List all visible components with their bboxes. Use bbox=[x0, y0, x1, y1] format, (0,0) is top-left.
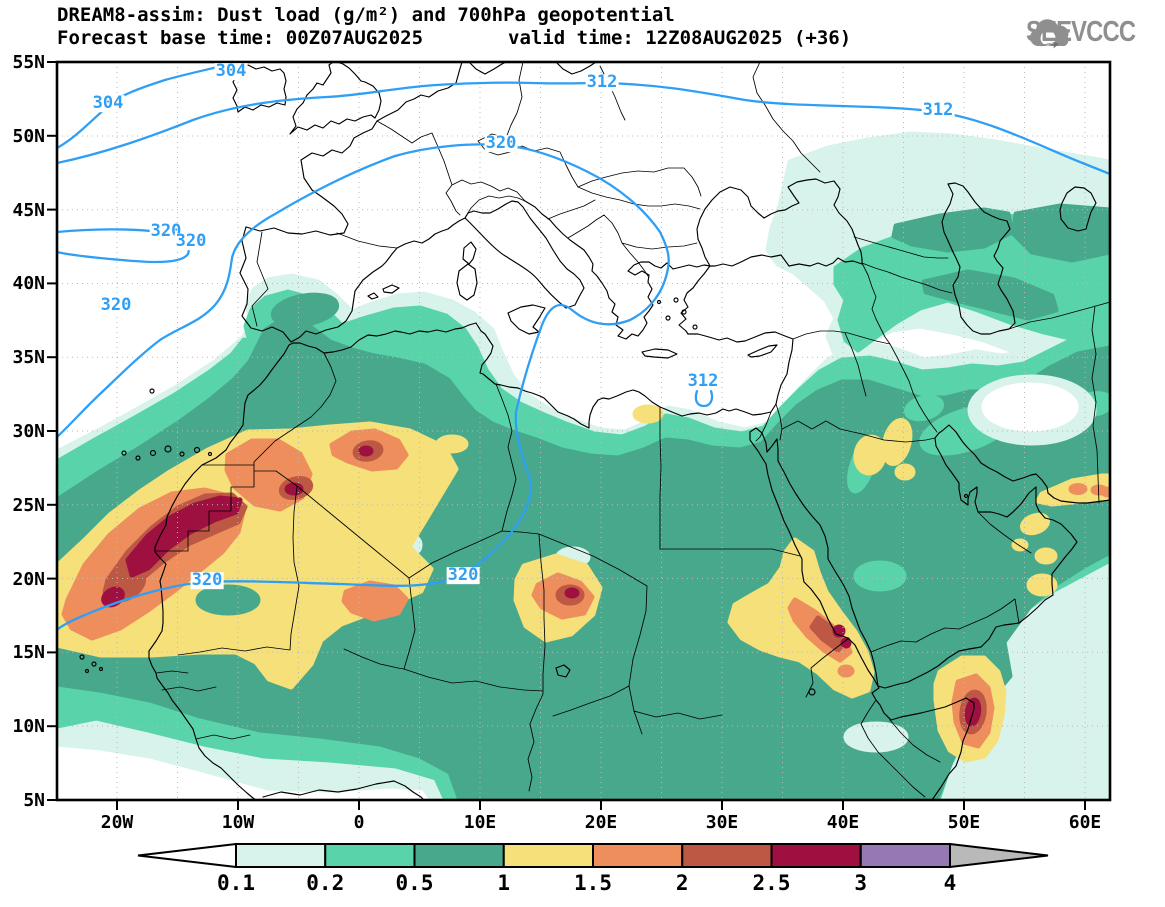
colorbar bbox=[137, 842, 1049, 869]
geopotential-contour-label: 320 bbox=[446, 565, 480, 586]
colorbar-tick-label: 1 bbox=[497, 871, 511, 895]
lon-tick-label: 20E bbox=[584, 812, 618, 833]
geopotential-contours bbox=[57, 62, 1110, 632]
lat-tick-label: 5N bbox=[23, 790, 45, 811]
colorbar-segment bbox=[502, 843, 594, 868]
lon-tick-label: 10E bbox=[463, 812, 497, 833]
lon-tick-label: 10W bbox=[221, 812, 255, 833]
geopotential-contour-label: 320 bbox=[484, 133, 518, 154]
colorbar-under-arrow bbox=[137, 842, 237, 869]
graticule bbox=[57, 62, 1110, 800]
dust-shading-layer bbox=[57, 131, 1110, 800]
geopotential-contour-label: 312 bbox=[585, 72, 619, 93]
lat-tick-label: 45N bbox=[12, 199, 45, 221]
geopotential-contour-label: 304 bbox=[91, 93, 125, 114]
colorbar-segment bbox=[859, 843, 951, 868]
colorbar-tick-label: 4 bbox=[943, 871, 957, 895]
lon-tick-label: 0 bbox=[353, 812, 365, 833]
colorbar-segment bbox=[681, 843, 773, 868]
colorbar-over-arrow bbox=[949, 842, 1049, 869]
colorbar-segment bbox=[324, 843, 416, 868]
colorbar-tick-label: 0.2 bbox=[306, 871, 345, 895]
colorbar-segment bbox=[235, 843, 327, 868]
lat-tick-label: 30N bbox=[12, 421, 45, 442]
colorbar-segment bbox=[413, 843, 505, 868]
lat-tick-label: 10N bbox=[12, 716, 45, 738]
lon-tick-label: 40E bbox=[826, 812, 860, 833]
lon-tick-label: 60E bbox=[1068, 812, 1102, 833]
lat-tick-label: 50N bbox=[12, 125, 45, 147]
colorbar-tick-label: 2.5 bbox=[752, 871, 791, 895]
colorbar-segment bbox=[592, 843, 684, 868]
forecast-base-time: Forecast base time: 00Z07AUG2025 bbox=[57, 27, 424, 49]
geopotential-contour-label: 320 bbox=[99, 295, 133, 316]
islands bbox=[79, 297, 969, 696]
colorbar-tick-label: 0.5 bbox=[395, 871, 434, 895]
geopotential-contour-label: 320 bbox=[149, 221, 183, 242]
seevccc-logo: SEEVCCC bbox=[1026, 16, 1159, 49]
lat-tick-label: 40N bbox=[12, 273, 45, 295]
colorbar-tick-label: 0.1 bbox=[217, 871, 255, 895]
geopotential-contour-label: 320 bbox=[190, 570, 224, 591]
lat-tick-label: 25N bbox=[12, 494, 45, 516]
axis-ticks bbox=[47, 61, 1086, 810]
cloud-icon bbox=[1029, 19, 1069, 49]
colorbar-tick-label: 2 bbox=[675, 871, 689, 895]
logo-text: SEEVCCC bbox=[1025, 16, 1136, 48]
chart-title: DREAM8-assim: Dust load (g/m²) and 700hP… bbox=[57, 4, 675, 26]
geopotential-contour-label: 320 bbox=[174, 231, 208, 252]
coastlines bbox=[79, 62, 1110, 800]
valid-time: valid time: 12Z08AUG2025 (+36) bbox=[508, 27, 852, 49]
lon-tick-label: 50E bbox=[947, 812, 981, 833]
geopotential-contour-label: 304 bbox=[214, 61, 248, 82]
lon-tick-label: 30E bbox=[705, 812, 739, 833]
lon-tick-label: 20W bbox=[100, 812, 134, 833]
country-borders bbox=[155, 62, 1110, 798]
lat-tick-label: 15N bbox=[12, 642, 45, 664]
lat-tick-label: 55N bbox=[12, 52, 45, 73]
colorbar-tick-label: 3 bbox=[854, 871, 868, 895]
lat-tick-label: 20N bbox=[12, 568, 45, 590]
geopotential-contour-label: 312 bbox=[686, 371, 720, 392]
colorbar-tick-label: 1.5 bbox=[574, 871, 612, 895]
lat-tick-label: 35N bbox=[12, 347, 45, 369]
geopotential-contour-label: 312 bbox=[921, 100, 955, 121]
colorbar-segment bbox=[770, 843, 862, 868]
